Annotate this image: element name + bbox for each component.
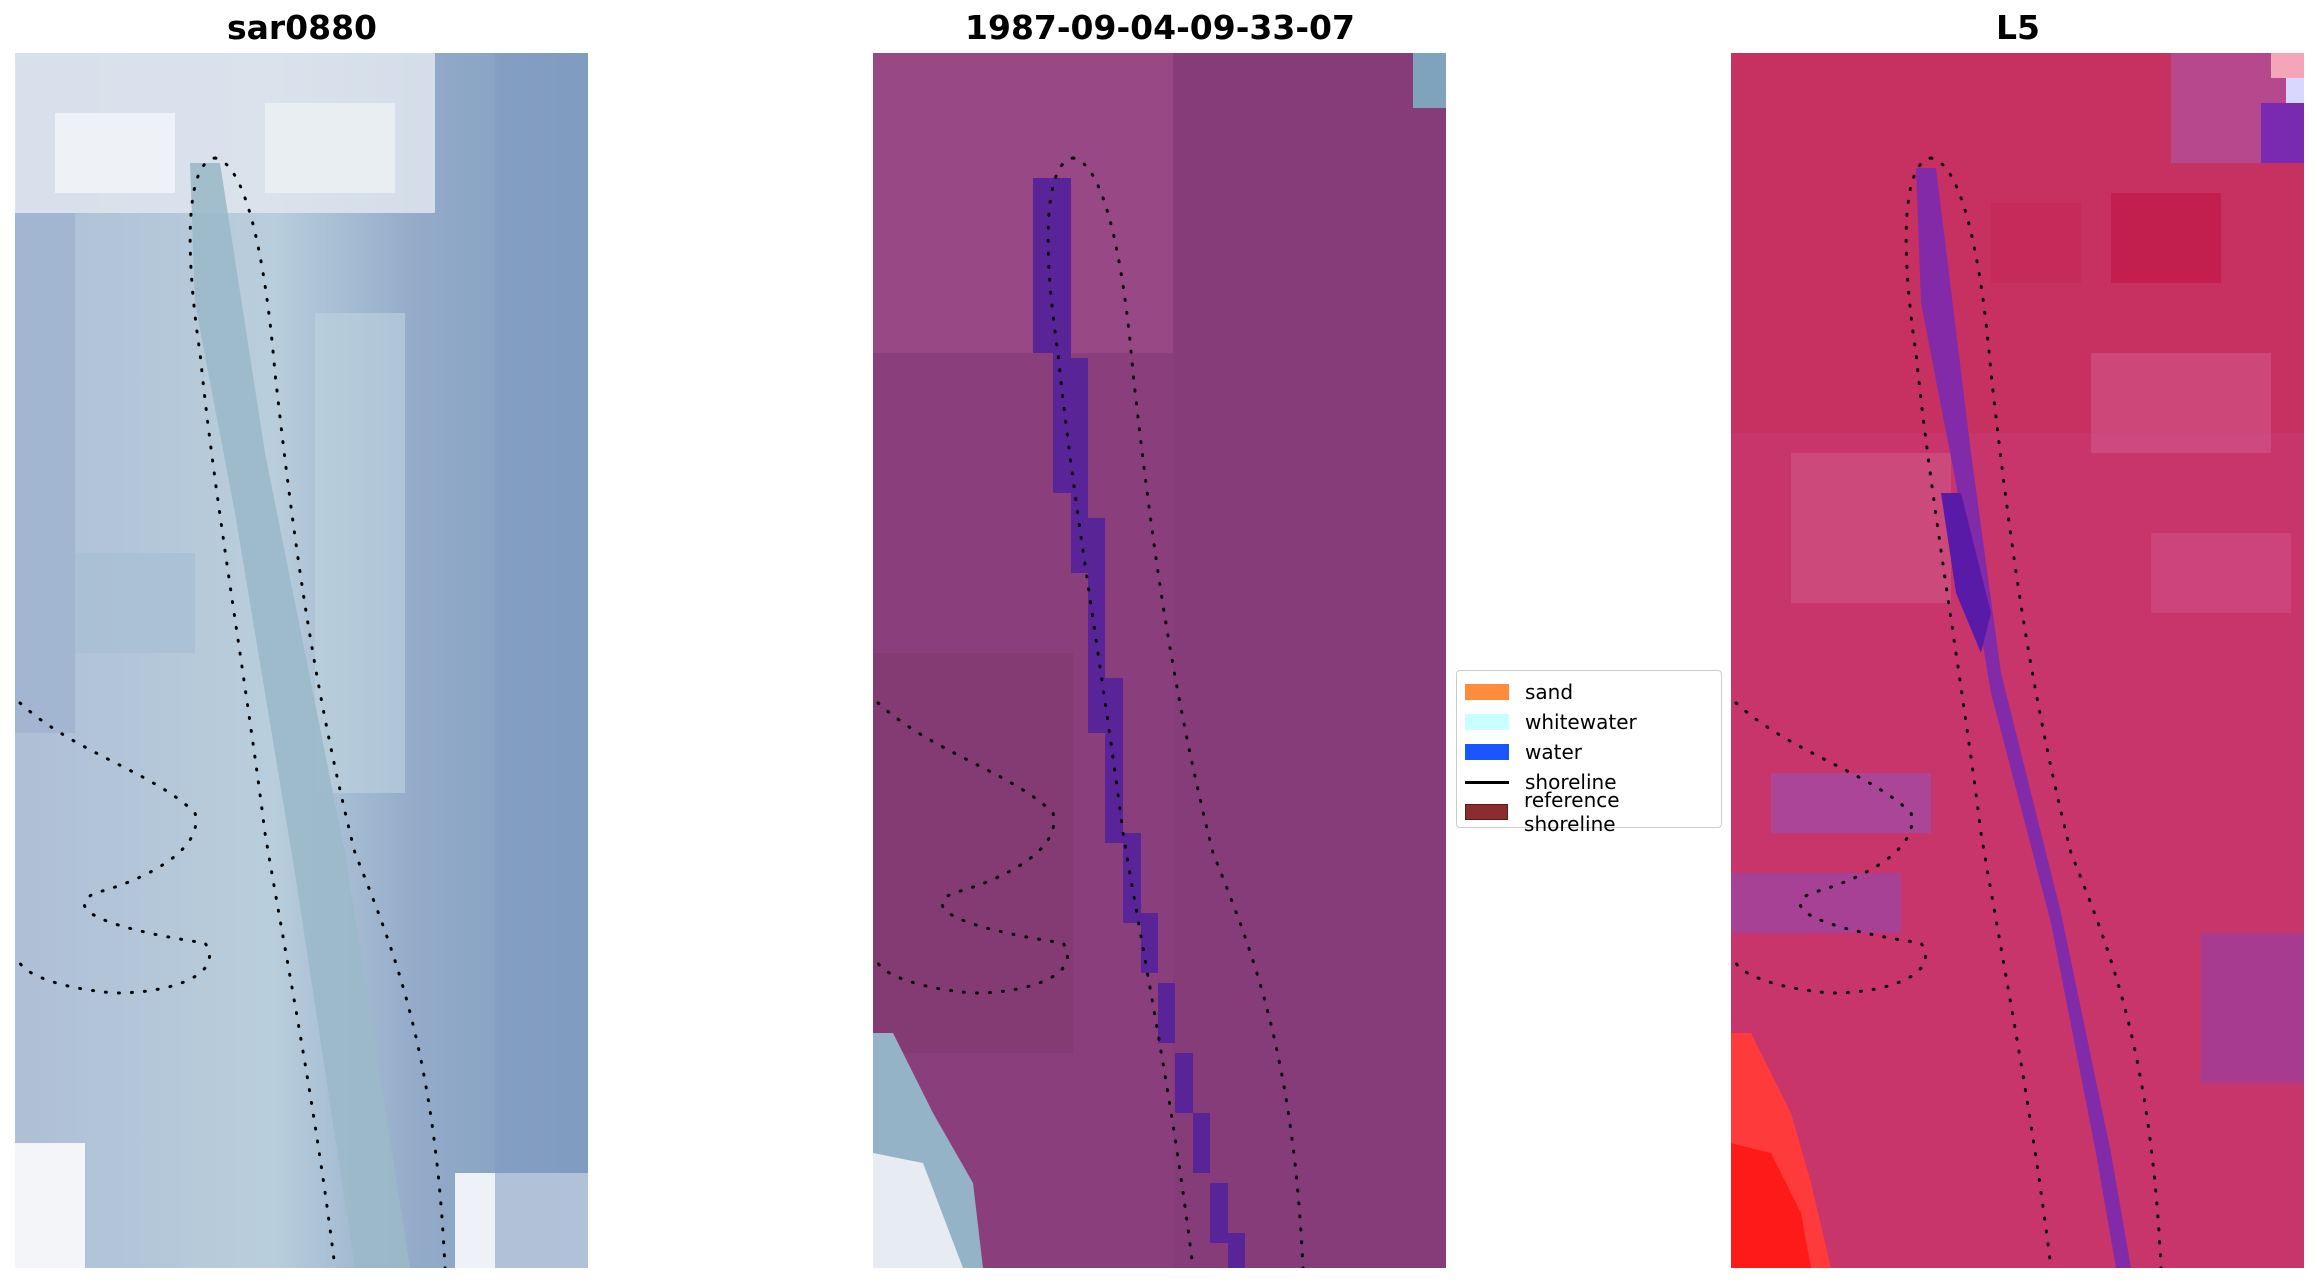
sand-swatch: [1465, 684, 1509, 700]
classified-image: [873, 53, 1446, 1268]
legend-label: reference shoreline: [1524, 788, 1620, 836]
legend-label: shoreline: [1525, 770, 1617, 794]
legend-item-sand: sand: [1465, 677, 1713, 707]
legend-item-water: water: [1465, 737, 1713, 767]
whitewater-swatch: [1465, 714, 1509, 730]
shoreline-line-swatch: [1465, 780, 1509, 784]
panel-title-rgb: sar0880: [226, 8, 378, 47]
index-image: [1731, 53, 2304, 1268]
water-swatch: [1465, 744, 1509, 760]
rgb-image-panel: [15, 53, 588, 1268]
legend-item-reference-shoreline: reference shoreline: [1465, 788, 1713, 836]
legend-label: water: [1525, 740, 1582, 764]
legend: sand whitewater water shoreline referenc…: [1456, 670, 1722, 836]
panel-title-classified: 1987-09-04-09-33-07: [965, 8, 1355, 47]
rgb-image: [15, 53, 588, 1268]
legend-label: whitewater: [1525, 710, 1637, 734]
legend-item-shoreline: shoreline: [1465, 767, 1713, 797]
reference-shoreline-swatch: [1465, 804, 1509, 820]
legend-label: sand: [1525, 680, 1574, 704]
index-image-panel: [1731, 53, 2304, 1268]
classified-image-panel: [873, 53, 1446, 1268]
legend-item-whitewater: whitewater: [1465, 707, 1713, 737]
panel-title-index: L5: [1996, 8, 2040, 47]
